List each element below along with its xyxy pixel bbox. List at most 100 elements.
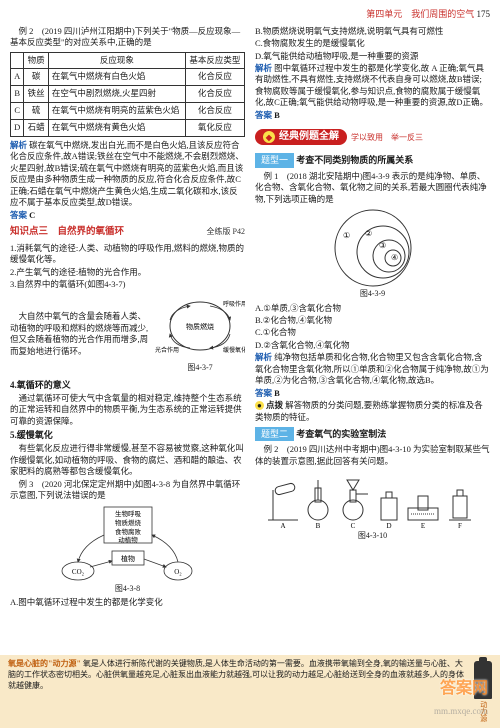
table-row: D 石蜡 在氧气中燃烧有黄色火焰 氧化反应 (11, 120, 245, 137)
r-analysis-label: 解析 (255, 63, 272, 73)
svg-text:C: C (350, 522, 355, 530)
ex1-answer: 答案 B (255, 388, 490, 399)
dianbo-label: 点拨 (266, 400, 283, 410)
svg-text:CO₂: CO₂ (71, 568, 84, 576)
svg-text:②: ② (365, 229, 372, 238)
knowledge-ref: 全练版 P42 (207, 226, 245, 237)
diag1-center: 物质燃烧 (186, 322, 214, 331)
svg-text:A: A (280, 522, 285, 530)
page-header: 第四单元 我们周围的空气 175 (10, 8, 490, 21)
optB: B.物质燃烧说明氧气支持燃烧,说明氧气具有可燃性 (255, 26, 490, 37)
ex1-analysis-label: 解析 (255, 352, 272, 362)
svg-text:动植物: 动植物 (118, 535, 138, 544)
page-number: 175 (477, 9, 491, 19)
ex1-optD: D.②含氧化合物,④氧化物 (255, 340, 490, 351)
svg-text:食物腐败: 食物腐败 (115, 527, 142, 536)
ex1-optA: A.①单质,③含氧化合物 (255, 303, 490, 314)
svg-text:①: ① (343, 231, 350, 240)
ex3-optA: A.图中氧循环过程中发生的都是化学变化 (10, 597, 245, 608)
dianbo-icon: ● (255, 401, 264, 410)
optC: C.食物腐败发生的是缓慢氧化 (255, 38, 490, 49)
r-answer-label: 答案 (255, 110, 272, 120)
ex1-optB: B.②化合物,④氧化物 (255, 315, 490, 326)
ex1-analysis: 解析 纯净物包括单质和化合物,化合物里又包含含氧化合物,含氧化合物里含氧化物,所… (255, 352, 490, 386)
analysis-block: 解析 碳在氧气中燃烧,发出白光,而不是白色火焰,且该反应符合化合反应条件,故A错… (10, 140, 245, 209)
banner-sub: 学以致用 举一反三 (351, 132, 423, 143)
th-substance: 物质 (24, 52, 48, 69)
k1: 1.消耗氧气的途径:人类、动植物的呼吸作用,燃料的燃烧,物质的缓慢氧化等。 (10, 243, 245, 266)
k5-text: 有些氧化反应进行得非常缓慢,甚至不容易被觉察,这种氧化叫作缓慢氧化,如动植物的呼… (10, 443, 245, 477)
answer-label: 答案 (10, 210, 27, 220)
tixing1-tag: 题型一 (255, 153, 294, 168)
optD: D.氧气能供给动植物呼吸,是一种重要的资源 (255, 51, 490, 62)
footer-box: 氧是心脏的"动力源" 氧是人体进行新陈代谢的关键物质,是人体生命活动的第一需要。… (0, 655, 500, 728)
tixing2-title: 考查氧气的实验室制法 (296, 429, 386, 439)
example2-table: 物质 反应现象 基本反应类型 A 碳 在氧气中燃烧有白色火焰 化合反应 B 铁丝… (10, 52, 245, 137)
table-row: A 碳 在氧气中燃烧有白色火焰 化合反应 (11, 69, 245, 86)
right-column: B.物质燃烧说明氧气支持燃烧,说明氧气具有可燃性 C.食物腐败发生的是缓慢氧化 … (255, 25, 490, 610)
table-row: C 硫 在氧气中燃烧有明亮的蓝紫色火焰 化合反应 (11, 103, 245, 120)
diagram-4-3-8: 生物呼吸 物质燃烧 食物腐败 动植物 植物 CO₂ O₂ 图4-3-8 (10, 505, 245, 594)
diag1-caption: 图4-3-7 (155, 362, 245, 373)
answer-block: 答案 C (10, 210, 245, 221)
tixing1: 题型一 考查不同类别物质的所属关系 (255, 153, 490, 168)
diagram-4-3-7: 物质燃烧 呼吸作用 缓慢氧化 光合作用 图4-3-7 (155, 294, 245, 373)
svg-text:D: D (386, 522, 391, 530)
ex1-answer-label: 答案 (255, 388, 272, 398)
ex1-intro: 例 1 (2018 湖北安陆期中)图4-3-9 表示的是纯净物、单质、化合物、含… (255, 171, 490, 205)
svg-text:F: F (458, 522, 462, 530)
footer-side: 动力源 (474, 659, 492, 722)
th-phenomenon: 反应现象 (48, 52, 185, 69)
tixing2: 题型二 考查氧气的实验室制法 (255, 427, 490, 442)
table-row: B 铁丝 在空气中剧烈燃烧,火星四射 化合反应 (11, 86, 245, 103)
cylinder-icon (474, 661, 492, 699)
diagram-4-3-9: ① ② ③ ④ 图4-3-9 (255, 208, 490, 299)
analysis-label: 解析 (10, 140, 27, 150)
k3: 3.自然界中的氧循环(如图4-3-7) (10, 279, 245, 290)
svg-text:B: B (315, 522, 320, 530)
diag3-caption: 图4-3-9 (255, 288, 490, 299)
th-type: 基本反应类型 (185, 52, 244, 69)
svg-text:③: ③ (379, 241, 386, 250)
diagram-4-3-10: A B C D (255, 470, 490, 541)
k3-text: 大自然中氧气的含量会随着人类、动植物的呼吸和燃料的燃烧等而减少,但又会随着植物的… (10, 311, 151, 357)
r-answer-value: B (274, 110, 280, 120)
ex1-analysis-text: 纯净物包括单质和化合物,化合物里又包含含氧化合物,含氧化合物里含氧化物,所以①单… (255, 352, 489, 385)
section-banner: ◆ 经典例题全解 学以致用 举一反三 (255, 125, 490, 149)
dianbo-text: 解答物质的分类问题,要熟练掌握物质分类的标准及各类物质的特征。 (255, 400, 483, 422)
footer-title: 氧是心脏的"动力源" (8, 659, 81, 668)
svg-text:O₂: O₂ (174, 568, 182, 576)
footer-side-label: 动力源 (478, 701, 487, 722)
ex1-answer-value: B (274, 388, 280, 398)
svg-text:E: E (420, 522, 424, 530)
r-answer: 答案 B (255, 110, 490, 121)
tixing1-title: 考查不同类别物质的所属关系 (296, 155, 413, 165)
left-column: 例 2 (2019 四川泸州江阳期中)下列关于"物质—反应现象—基本反应类型"的… (10, 25, 245, 610)
knowledge-title: 知识点三 自然界的氧循环 (10, 226, 124, 239)
svg-text:生物呼吸: 生物呼吸 (115, 509, 142, 518)
ex2r-intro: 例 2 (2019 四川达州中考期中)图4-3-10 为实验室制取某些气体的装置… (255, 444, 490, 467)
svg-text:光合作用: 光合作用 (155, 346, 179, 354)
dianbo: ● 点拨 解答物质的分类问题,要熟练掌握物质分类的标准及各类物质的特征。 (255, 400, 490, 423)
banner-text: ◆ 经典例题全解 (255, 129, 347, 145)
answer-value: C (29, 210, 35, 220)
r-analysis: 解析 图中氧循环过程中发生的都是化学变化,故 A 正确;氧气具有助燃性,不具有燃… (255, 63, 490, 109)
svg-text:呼吸作用: 呼吸作用 (223, 300, 245, 308)
ex1-optC: C.①化合物 (255, 327, 490, 338)
svg-text:植物: 植物 (121, 554, 135, 563)
chapter-title: 第四单元 我们周围的空气 (366, 9, 474, 19)
analysis-text: 碳在氧气中燃烧,发出白光,而不是白色火焰,且该反应符合化合反应条件,故A错误;铁… (10, 140, 244, 207)
k4: 4.氧循环的意义 (10, 379, 245, 391)
banner-dot-icon: ◆ (263, 131, 275, 143)
example3-intro: 例 3 (2020 河北保定定州期中)如图4-3-8 为自然界中氧循环示意图,下… (10, 479, 245, 502)
svg-text:物质燃烧: 物质燃烧 (115, 518, 142, 527)
svg-text:缓慢氧化: 缓慢氧化 (223, 346, 245, 354)
k5: 5.缓慢氧化 (10, 429, 245, 441)
k4-text: 通过氧循环可使大气中含氧量的相对稳定,维持整个生态系统的正常运转和自然界中的物质… (10, 393, 245, 427)
diag2-caption: 图4-3-8 (10, 583, 245, 594)
tixing2-tag: 题型二 (255, 427, 294, 442)
th-blank (11, 52, 24, 69)
r-analysis-text: 图中氧循环过程中发生的都是化学变化,故 A 正确;氧气具有助燃性,不具有燃性,支… (255, 63, 488, 107)
k2: 2.产生氧气的途径:植物的光合作用。 (10, 267, 245, 278)
example2-intro: 例 2 (2019 四川泸州江阳期中)下列关于"物质—反应现象—基本反应类型"的… (10, 26, 245, 49)
